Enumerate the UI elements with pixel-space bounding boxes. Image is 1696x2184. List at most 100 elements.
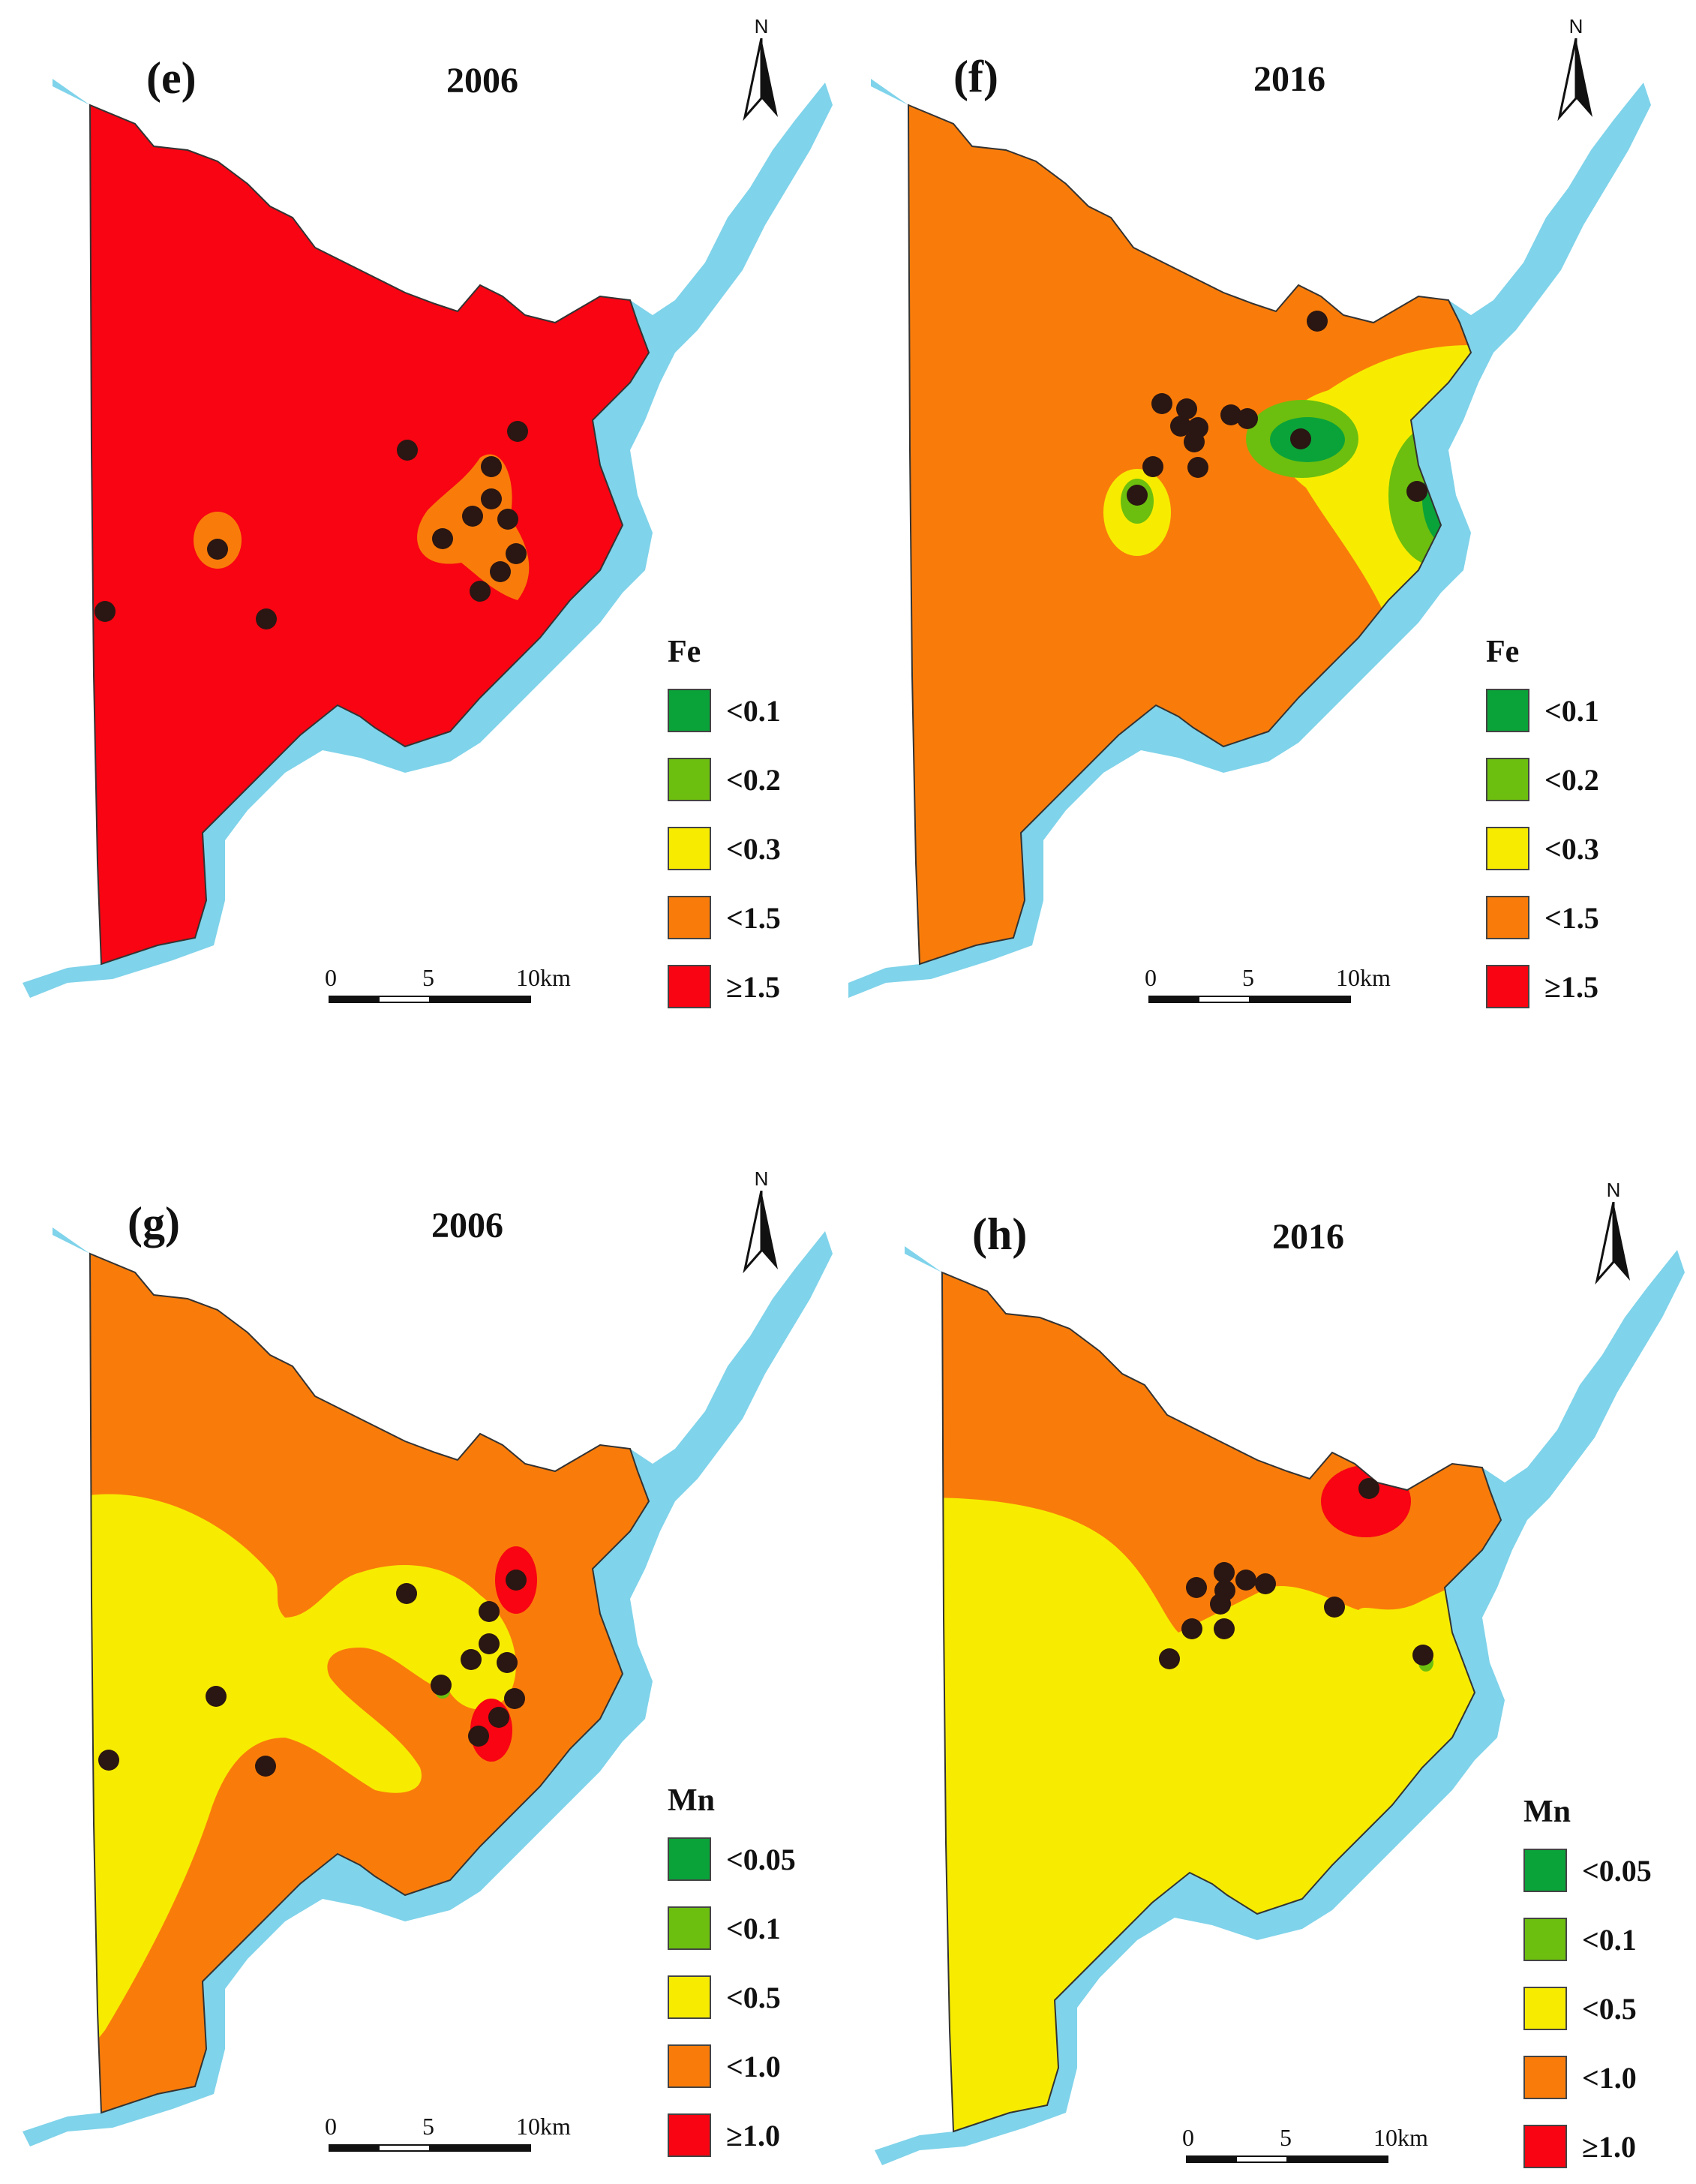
sample-point [431,1675,452,1696]
legend-item: <0.1 [1523,1905,1652,1974]
north-label: N [754,1167,769,1190]
scale-bar: 0 5 10km [1145,964,1391,1009]
sample-points [98,1570,527,1777]
panel-label: (f) [953,52,998,101]
zone [1321,1465,1411,1537]
map-panel-f: (f) 2016 N Fe <0.1 <0.2 <0.3 <1.5 ≥1.5 0… [848,0,1696,1092]
legend-title: Fe [1486,635,1520,669]
sample-point [481,456,502,477]
legend-item: <0.05 [668,1825,796,1894]
legend-item: <0.1 [668,676,781,745]
north-arrow: N [739,15,784,125]
sample-point [1159,1648,1180,1669]
north-arrow: N [1591,1179,1636,1288]
legend: Fe <0.1 <0.2 <0.3 <1.5 ≥1.5 [1486,634,1599,1021]
sample-point [481,488,502,509]
scale-tick: 0 [1182,2124,1194,2151]
panel-label: (h) [972,1209,1028,1259]
legend-title: Fe [668,635,701,669]
sample-points [1159,1478,1433,1669]
north-arrow: N [739,1167,784,1277]
legend-item: <0.5 [1523,1974,1652,2043]
sample-point [490,561,511,582]
map-g [23,1227,833,2146]
map-panel-h: (h) 2016 N Mn <0.05 <0.1 <0.5 <1.0 ≥1.0 … [848,1092,1696,2184]
map-f [848,79,1651,998]
panel-label: (g) [128,1198,180,1248]
sample-point [1307,311,1328,332]
sample-point [497,509,518,530]
legend-item: <1.5 [1486,883,1599,952]
legend: Mn <0.05 <0.1 <0.5 <1.0 ≥1.0 [1523,1794,1652,2181]
sample-point [1220,404,1241,425]
scale-tick: 0 [325,2113,337,2140]
sample-point [1237,408,1258,429]
legend-item: <0.3 [1486,814,1599,883]
scale-bar: 0 5 10km [1182,2124,1428,2169]
north-label: N [1606,1179,1621,1201]
sample-point [397,440,418,461]
legend-item: <0.3 [668,814,781,883]
scale-bar: 0 5 10km [325,964,571,1009]
sample-point [1214,1618,1235,1639]
sample-point [461,1649,482,1670]
scale-tick: 10km [1336,964,1391,991]
legend-title: Mn [1523,1795,1571,1829]
legend-item: <0.2 [668,745,781,814]
sample-point [1406,481,1427,502]
zone [90,1494,516,2068]
sample-point [1127,485,1148,506]
sample-point [256,608,277,629]
sample-point [479,1633,500,1654]
sample-point [1290,428,1311,449]
sample-point [468,1726,489,1747]
sample-point [1170,416,1191,437]
north-arrow-icon [1595,1201,1630,1285]
panel-year: 2006 [446,61,518,101]
sample-point [432,528,453,549]
legend: Mn <0.05 <0.1 <0.5 <1.0 ≥1.0 [668,1783,796,2170]
legend-item: ≥1.5 [1486,952,1599,1021]
sample-point [1176,398,1197,419]
sample-points [1127,311,1427,506]
scale-tick: 0 [325,964,337,991]
north-label: N [1568,15,1583,38]
legend-item: <1.0 [668,2032,796,2101]
sample-point [207,539,228,560]
scale-bar: 0 5 10km [325,2113,571,2158]
scale-tick: 5 [1280,2124,1292,2151]
sample-point [396,1583,417,1604]
map-h [875,1246,1685,2165]
legend-item: <0.1 [668,1894,796,1963]
legend-item: <0.2 [1486,745,1599,814]
north-arrow: N [1553,15,1598,125]
north-arrow-icon [743,1190,778,1274]
scale-tick: 10km [516,2113,571,2140]
panel-year: 2016 [1253,59,1325,99]
sample-point [506,1570,527,1591]
legend-item: <0.5 [668,1963,796,2032]
sample-point [470,581,491,602]
sample-point [506,543,527,564]
legend-item: ≥1.5 [668,952,781,1021]
north-arrow-icon [1557,38,1592,122]
sample-point [1186,1577,1207,1598]
north-arrow-icon [743,38,778,122]
sample-point [255,1756,276,1777]
north-label: N [754,15,769,38]
panel-label: (e) [146,53,197,103]
scale-tick: 5 [1242,964,1254,991]
sample-point [479,1601,500,1622]
sample-point [1142,456,1163,477]
sample-point [497,1652,518,1673]
legend-item: <1.0 [1523,2043,1652,2112]
panel-year: 2006 [431,1206,503,1245]
sample-point [1181,1618,1202,1639]
legend: Fe <0.1 <0.2 <0.3 <1.5 ≥1.5 [668,634,781,1021]
sample-point [206,1686,227,1707]
sample-point [1324,1597,1345,1618]
scale-tick: 5 [422,2113,434,2140]
sample-point [1151,393,1172,414]
legend-item: <0.1 [1486,676,1599,745]
scale-tick: 5 [422,964,434,991]
